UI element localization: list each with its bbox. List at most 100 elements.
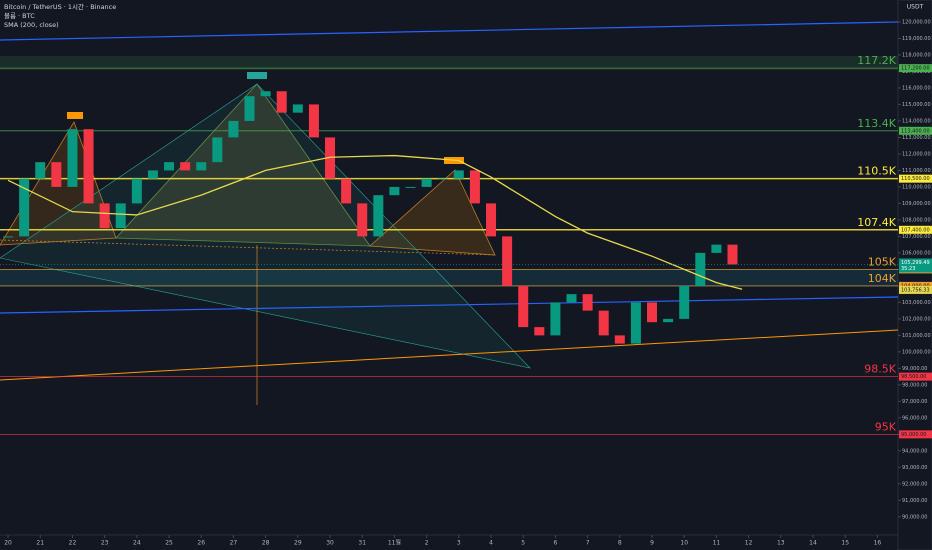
trend-line (0, 329, 899, 381)
candle (614, 335, 625, 344)
candle (3, 236, 14, 238)
x-tick-label: 9 (650, 540, 654, 547)
candle (727, 244, 738, 265)
candle (35, 162, 46, 179)
candle (147, 170, 158, 179)
candle (244, 96, 255, 121)
candle (566, 294, 577, 303)
candle (486, 203, 497, 237)
y-tick-label: 99,000.00 (902, 366, 927, 372)
candle (196, 162, 207, 171)
x-tick-label: 23 (101, 540, 109, 547)
level-label: 98.5K (864, 363, 896, 376)
y-tick-label: 103,000.00 (902, 300, 931, 306)
trend-line (0, 21, 899, 41)
candle (325, 137, 336, 179)
x-tick-label: 3 (457, 540, 461, 547)
neckline (0, 239, 496, 256)
candle (67, 129, 78, 187)
x-tick-label: 5 (521, 540, 525, 547)
x-tick-label: 2 (425, 540, 429, 547)
y-tick-label: 118,000.00 (902, 52, 931, 58)
candle (582, 294, 593, 311)
pattern-head (115, 83, 371, 247)
level-price: 98,500.00 (901, 374, 926, 380)
level-label: 95K (875, 420, 897, 433)
y-tick-label: 108,000.00 (902, 217, 931, 223)
x-tick-label: 27 (230, 540, 238, 547)
candle (534, 327, 545, 336)
y-tick-label: 120,000.00 (902, 19, 931, 25)
candle (630, 302, 641, 344)
zone-mid (0, 269, 898, 287)
candle (405, 186, 416, 188)
sma-line (7, 154, 743, 290)
x-tick-label: 26 (197, 540, 205, 547)
chart-title: Bitcoin / TetherUS · 1시간 · Binance (4, 2, 116, 11)
y-tick-label: 90,000.00 (902, 514, 927, 520)
y-tick-label: 107,000.00 (902, 234, 931, 240)
y-tick-label: 101,000.00 (902, 333, 931, 339)
candle (518, 285, 529, 328)
x-tick-label: 10 (680, 540, 688, 547)
candle (711, 244, 722, 253)
x-tick-label: 20 (4, 540, 12, 547)
level-label: 105K (868, 255, 897, 268)
candle (373, 195, 384, 237)
level-price: 95,000.00 (901, 432, 926, 438)
candle (19, 178, 30, 237)
candle (389, 186, 400, 196)
level-price: 117,200.00 (901, 66, 930, 72)
trend-line (0, 296, 899, 314)
price-axis (897, 0, 932, 550)
level-badge (899, 372, 932, 381)
candle (260, 91, 271, 97)
y-tick-label: 112,000.00 (902, 151, 931, 157)
candle (292, 104, 303, 113)
x-tick-label: 15 (841, 540, 849, 547)
candle (550, 302, 561, 336)
x-tick-label: 11월 (388, 539, 401, 547)
candle (502, 236, 513, 286)
candle (469, 170, 480, 204)
level-badge (899, 174, 932, 183)
y-tick-label: 96,000.00 (902, 415, 927, 421)
candle (308, 104, 319, 138)
level-price: 107,400.00 (901, 227, 930, 233)
x-tick-label: 31 (358, 540, 366, 547)
x-tick-label: 25 (165, 540, 173, 547)
candle (180, 162, 191, 171)
candle (695, 252, 706, 286)
x-tick-label: 13 (777, 540, 785, 547)
x-tick-label: 11 (713, 540, 721, 547)
level-price: 113,400.00 (901, 128, 930, 134)
x-tick-label: 6 (554, 540, 558, 547)
y-tick-label: 102,000.00 (902, 316, 931, 322)
last-price-badge (899, 258, 932, 273)
sma-price: 103,756.33 (901, 287, 930, 293)
level-price: 110,500.00 (901, 176, 930, 182)
level-badge (899, 64, 932, 73)
candle (437, 178, 448, 180)
candle (164, 162, 175, 171)
x-tick-label: 8 (618, 540, 622, 547)
candle (357, 203, 368, 237)
x-tick-label: 24 (133, 540, 141, 547)
y-tick-label: 119,000.00 (902, 36, 931, 42)
x-tick-label: 28 (262, 540, 270, 547)
pattern-tag (67, 112, 83, 119)
level-badge (899, 126, 932, 135)
y-tick-label: 93,000.00 (902, 465, 927, 471)
level-label: 113.4K (857, 117, 896, 130)
y-tick-label: 111,000.00 (902, 168, 931, 174)
candle (598, 310, 609, 336)
level-badge (899, 225, 932, 234)
level-badge (899, 281, 932, 290)
y-tick-label: 98,000.00 (902, 382, 927, 388)
x-tick-label: 22 (69, 540, 77, 547)
y-tick-label: 106,000.00 (902, 250, 931, 256)
x-tick-label: 21 (36, 540, 44, 547)
